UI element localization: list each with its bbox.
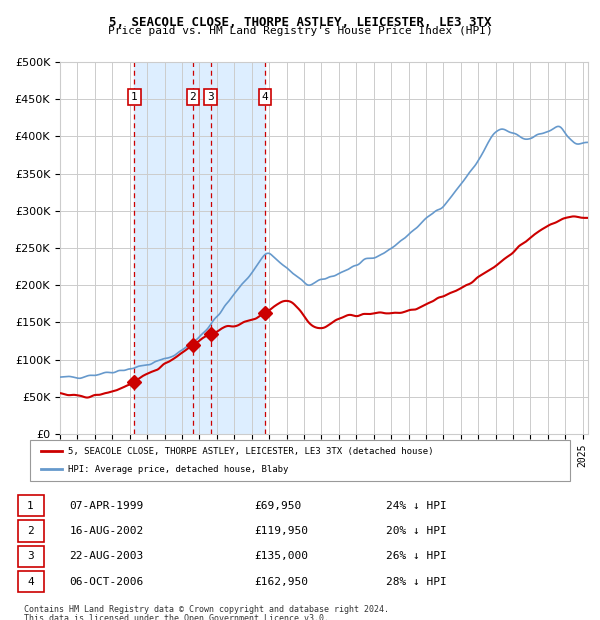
Text: 06-OCT-2006: 06-OCT-2006 (70, 577, 144, 587)
FancyBboxPatch shape (18, 520, 44, 541)
Text: Contains HM Land Registry data © Crown copyright and database right 2024.: Contains HM Land Registry data © Crown c… (24, 604, 389, 614)
Text: 28% ↓ HPI: 28% ↓ HPI (386, 577, 447, 587)
Text: 4: 4 (27, 577, 34, 587)
Bar (134, 62, 265, 434)
Text: 26% ↓ HPI: 26% ↓ HPI (386, 551, 447, 561)
Text: 1: 1 (131, 92, 138, 102)
Text: £119,950: £119,950 (254, 526, 308, 536)
FancyBboxPatch shape (30, 440, 570, 480)
Text: 16-AUG-2002: 16-AUG-2002 (70, 526, 144, 536)
Text: 4: 4 (262, 92, 268, 102)
Text: £162,950: £162,950 (254, 577, 308, 587)
Text: 07-APR-1999: 07-APR-1999 (70, 501, 144, 511)
Text: Price paid vs. HM Land Registry's House Price Index (HPI): Price paid vs. HM Land Registry's House … (107, 26, 493, 36)
FancyBboxPatch shape (18, 546, 44, 567)
Text: 5, SEACOLE CLOSE, THORPE ASTLEY, LEICESTER, LE3 3TX: 5, SEACOLE CLOSE, THORPE ASTLEY, LEICEST… (109, 16, 491, 29)
Text: 2: 2 (27, 526, 34, 536)
Text: £135,000: £135,000 (254, 551, 308, 561)
Text: 3: 3 (207, 92, 214, 102)
Text: 22-AUG-2003: 22-AUG-2003 (70, 551, 144, 561)
Text: £69,950: £69,950 (254, 501, 301, 511)
Text: 2: 2 (190, 92, 196, 102)
Text: 24% ↓ HPI: 24% ↓ HPI (386, 501, 447, 511)
Text: This data is licensed under the Open Government Licence v3.0.: This data is licensed under the Open Gov… (24, 614, 329, 620)
Text: HPI: Average price, detached house, Blaby: HPI: Average price, detached house, Blab… (68, 465, 288, 474)
Text: 3: 3 (27, 551, 34, 561)
FancyBboxPatch shape (18, 571, 44, 592)
Text: 1: 1 (27, 501, 34, 511)
Text: 5, SEACOLE CLOSE, THORPE ASTLEY, LEICESTER, LE3 3TX (detached house): 5, SEACOLE CLOSE, THORPE ASTLEY, LEICEST… (68, 447, 433, 456)
FancyBboxPatch shape (18, 495, 44, 516)
Text: 20% ↓ HPI: 20% ↓ HPI (386, 526, 447, 536)
